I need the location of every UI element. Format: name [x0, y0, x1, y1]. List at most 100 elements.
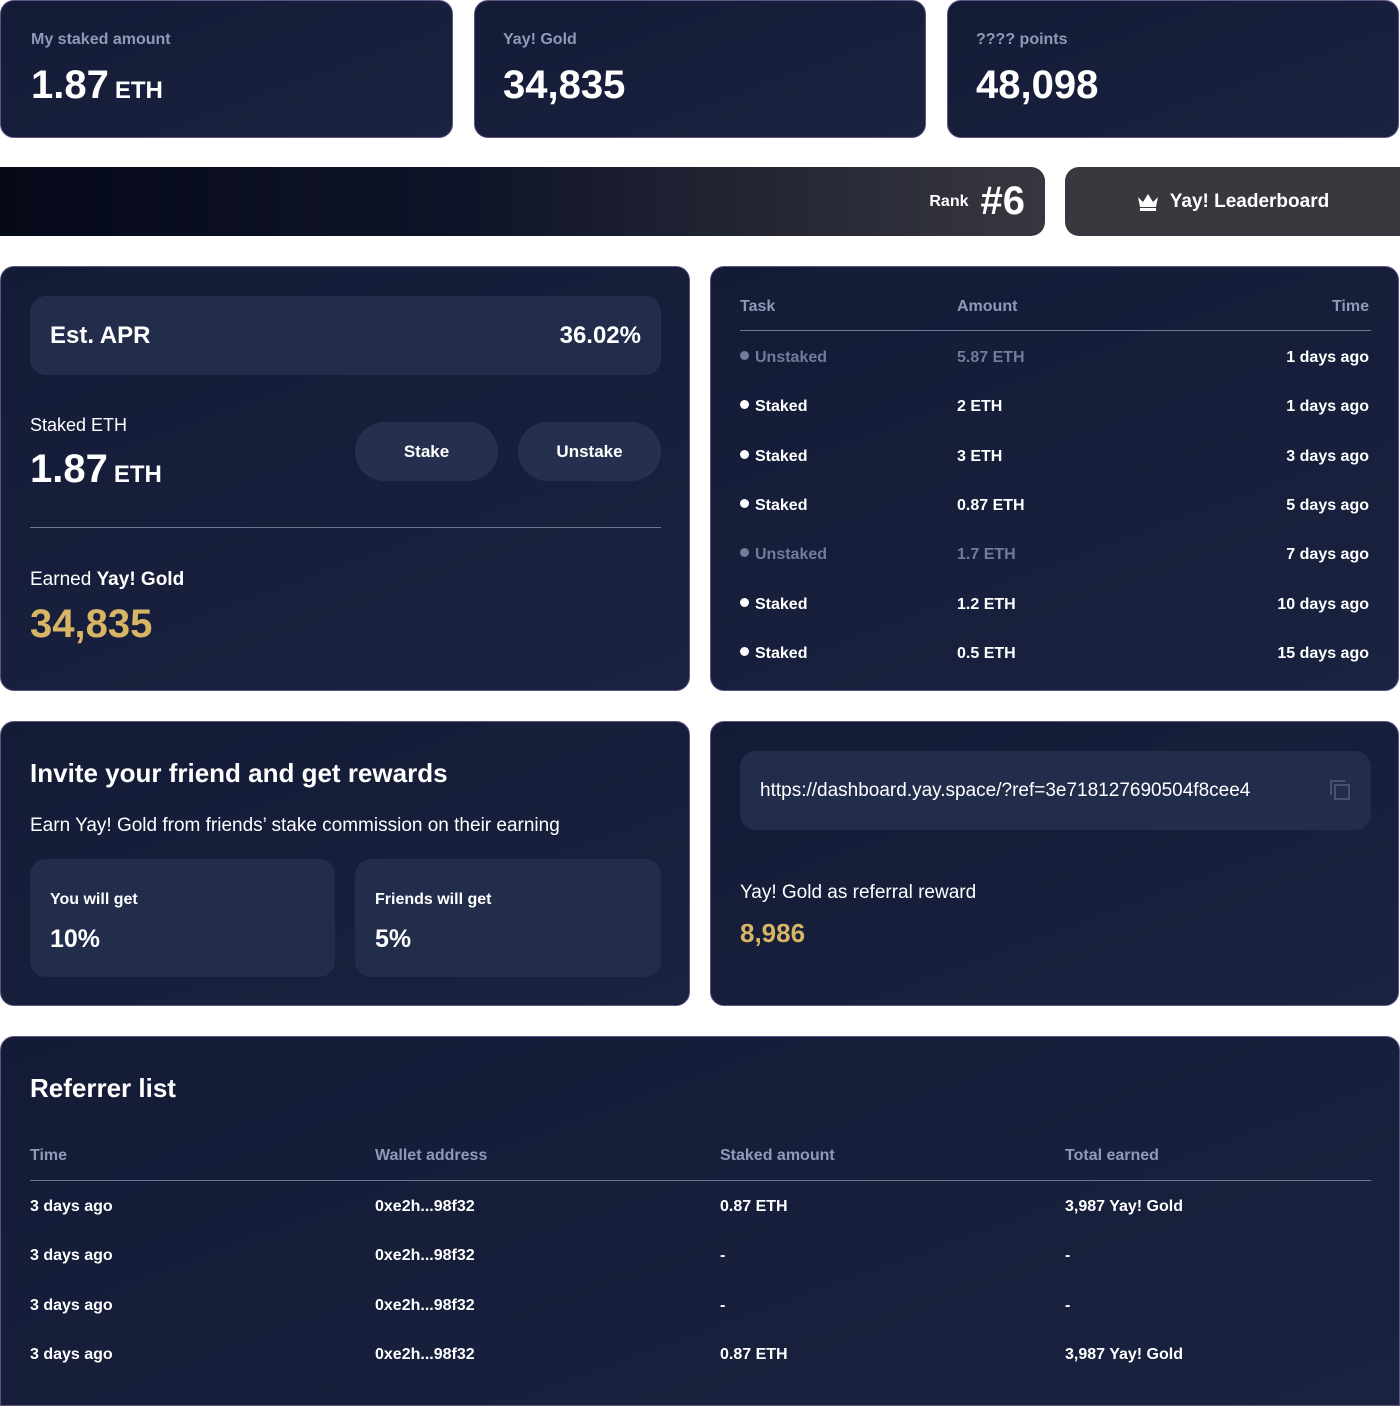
header-line	[30, 1180, 1371, 1181]
cell-text: 0.5 ETH	[957, 644, 1016, 662]
leaderboard-label: Yay! Leaderboard	[1169, 190, 1330, 212]
cell-text: 2 ETH	[957, 398, 1003, 416]
cell-text: 0.87 ETH	[957, 496, 1025, 514]
reward-value: 10%	[50, 925, 101, 953]
cell-text: 1.7 ETH	[957, 546, 1016, 564]
task-amount: 0.5 ETH	[957, 645, 1016, 663]
invite-description: Earn Yay! Gold from friends’ stake commi…	[30, 815, 560, 836]
table-header: Time	[30, 1147, 68, 1164]
copy-icon[interactable]	[1329, 779, 1351, 801]
table-header: Total earned	[1065, 1147, 1159, 1164]
table-header: Staked amount	[720, 1147, 835, 1164]
table-cell: 3 days ago	[30, 1346, 113, 1364]
stake-button[interactable]: Stake	[355, 422, 498, 481]
referral-card: https://dashboard.yay.space/?ref=3e71812…	[710, 721, 1399, 1006]
staked-unit: ETH	[113, 461, 162, 488]
header-line	[740, 330, 1371, 331]
task-card: Task Amount Time Unstaked 5.87 ETH 1 days ago…	[710, 266, 1399, 691]
cell-text: Staked	[755, 398, 808, 416]
earned-label: Earned	[30, 569, 92, 590]
table-cell: 3,987 Yay! Gold	[1065, 1198, 1183, 1215]
cell-text: 10 days ago	[1277, 595, 1369, 613]
task-amount: 2 ETH	[957, 398, 1002, 416]
table-cell: 0xe2h...98f32	[375, 1346, 475, 1364]
table-cell: 3,987 Yay! Gold	[1065, 1346, 1183, 1364]
referral-link[interactable]: https://dashboard.yay.space/?ref=3e71812…	[760, 780, 1251, 801]
cell-text: 1.2 ETH	[957, 595, 1016, 613]
reward-label: You will get	[50, 891, 138, 908]
invite-card: Invite your friend and get rewards Earn …	[0, 721, 690, 1006]
stat-value: 1.87	[31, 63, 109, 107]
cell-text: 15 days ago	[1277, 644, 1369, 662]
referrer-title: Referrer list	[30, 1073, 176, 1103]
rank-bar: Rank #6	[0, 167, 1045, 236]
cell-text: Unstaked	[755, 546, 828, 564]
stat-label: My staked amount	[31, 31, 171, 48]
status-dot	[740, 548, 749, 558]
task-status: Staked	[740, 497, 807, 515]
reward-value: 8,986	[740, 918, 806, 948]
task-amount: 1.2 ETH	[957, 596, 1016, 614]
task-status: Staked	[740, 596, 807, 614]
task-amount: 0.87 ETH	[957, 497, 1025, 515]
referrer-card: Referrer list Time Wallet address Staked a…	[0, 1036, 1400, 1406]
stat-label: ???? points	[976, 31, 1068, 48]
status-dot	[740, 646, 749, 656]
divider	[30, 527, 661, 528]
cell-text: 1 days ago	[1286, 349, 1369, 366]
table-cell: 0.87 ETH	[720, 1198, 788, 1215]
cell-text: 5 days ago	[1286, 496, 1369, 514]
apr-box: Est. APR 36.02%	[30, 296, 661, 375]
task-amount: 1.7 ETH	[957, 546, 1016, 564]
staked-value-wrap: 1.87 ETH	[30, 447, 162, 492]
rank-value: #6	[980, 179, 1026, 223]
task-status: Staked	[740, 448, 807, 466]
cell-text: 7 days ago	[1286, 546, 1369, 564]
table-cell: -	[720, 1247, 726, 1265]
task-status: Staked	[740, 645, 807, 663]
task-status: Staked	[740, 398, 807, 416]
status-dot	[740, 597, 749, 607]
cell-text: Staked	[755, 447, 808, 465]
crown-icon	[1137, 193, 1158, 211]
task-time: 15 days ago	[1277, 645, 1369, 663]
task-time: 1 days ago	[1286, 398, 1369, 416]
cell-text: Staked	[755, 595, 808, 613]
earned-token: Yay! Gold	[96, 569, 185, 590]
leaderboard-button[interactable]: Yay! Leaderboard	[1065, 167, 1400, 236]
table-header: Amount	[957, 298, 1018, 315]
rank-wrap: Rank #6	[929, 179, 1025, 224]
reward-box: Friends will get 5%	[355, 859, 661, 977]
task-time: 3 days ago	[1286, 448, 1369, 466]
rank-label: Rank	[929, 192, 969, 210]
table-cell: -	[720, 1296, 726, 1314]
stat-value: 48,098	[976, 63, 1099, 107]
table-header: Task	[740, 298, 776, 315]
stat-card: Yay! Gold 34,835	[474, 0, 926, 138]
earned-value: 34,835	[30, 602, 153, 646]
apr-value: 36.02%	[559, 322, 641, 349]
table-cell: 3 days ago	[30, 1296, 113, 1314]
stat-value-wrap: 1.87 ETH	[31, 63, 163, 108]
invite-title: Invite your friend and get rewards	[30, 758, 448, 788]
stat-label: Yay! Gold	[503, 31, 577, 48]
task-status: Unstaked	[740, 546, 827, 564]
task-status: Unstaked	[740, 349, 827, 367]
task-amount: 3 ETH	[957, 448, 1002, 466]
reward-label: Yay! Gold as referral reward	[740, 882, 977, 903]
task-time: 5 days ago	[1286, 497, 1369, 515]
cell-text: Staked	[755, 496, 808, 514]
table-header: Wallet address	[375, 1147, 488, 1164]
table-cell: 0xe2h...98f32	[375, 1198, 475, 1215]
status-dot	[740, 498, 749, 508]
task-time: 7 days ago	[1286, 546, 1369, 564]
task-time: 1 days ago	[1286, 349, 1369, 367]
reward-value: 5%	[375, 925, 412, 953]
status-dot	[740, 400, 749, 410]
cell-text: 5.87 ETH	[957, 349, 1025, 366]
unstake-button[interactable]: Unstake	[518, 422, 661, 481]
table-cell: 3 days ago	[30, 1198, 113, 1215]
reward-box: You will get 10%	[30, 859, 335, 977]
table-cell: 3 days ago	[30, 1247, 113, 1265]
